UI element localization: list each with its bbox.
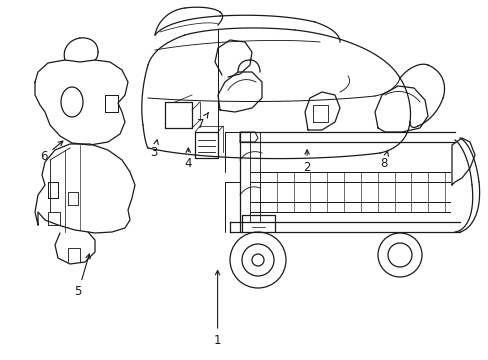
Text: 1: 1 <box>213 270 221 347</box>
Text: 8: 8 <box>379 151 387 170</box>
Text: 4: 4 <box>184 148 192 170</box>
Text: 3: 3 <box>150 140 158 159</box>
Text: 6: 6 <box>40 141 63 163</box>
Text: 5: 5 <box>74 254 90 298</box>
Text: 2: 2 <box>303 150 310 174</box>
Text: 7: 7 <box>196 113 208 131</box>
